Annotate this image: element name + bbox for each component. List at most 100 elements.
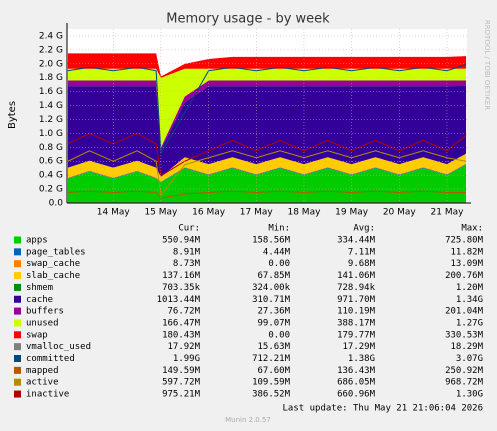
x-tick-label: 21 May bbox=[431, 208, 465, 218]
stats-header: Min: bbox=[268, 224, 290, 234]
legend-stat: 686.05M bbox=[337, 378, 376, 388]
legend-stat: 149.59M bbox=[162, 366, 201, 376]
area bbox=[67, 153, 467, 182]
legend-stat: 109.59M bbox=[252, 378, 291, 388]
last-update: Last update: Thu May 21 21:06:04 2026 bbox=[283, 404, 483, 414]
legend-stat: 99.07M bbox=[257, 318, 290, 328]
stats-header: Cur: bbox=[178, 224, 200, 234]
legend-stat: 250.92M bbox=[445, 366, 484, 376]
chart-title: Memory usage - by week bbox=[166, 12, 330, 27]
legend-swatch bbox=[14, 331, 21, 339]
legend-label: buffers bbox=[26, 307, 64, 317]
line bbox=[67, 64, 467, 155]
legend-stat: 137.16M bbox=[162, 271, 201, 281]
legend-stat: 179.77M bbox=[337, 330, 376, 340]
legend-stat: 158.56M bbox=[252, 236, 291, 246]
x-tick-label: 16 May bbox=[192, 208, 226, 218]
area bbox=[67, 53, 467, 78]
x-tick-label: 19 May bbox=[335, 208, 369, 218]
x-tick-label: 17 May bbox=[240, 208, 274, 218]
legend-stat: 67.85M bbox=[257, 271, 290, 281]
stats-header: Avg: bbox=[353, 224, 375, 234]
legend-label: mapped bbox=[26, 366, 59, 376]
legend-stat: 597.72M bbox=[162, 378, 201, 388]
legend-stat: 0.00 bbox=[268, 259, 290, 269]
legend-stat: 8.73M bbox=[173, 259, 201, 269]
legend-label: swap bbox=[26, 330, 48, 340]
legend-stat: 703.35k bbox=[162, 283, 201, 293]
legend-swatch bbox=[14, 378, 21, 386]
y-tick-label: 1.0 G bbox=[39, 129, 63, 139]
legend-stat: 330.53M bbox=[445, 330, 484, 340]
legend-stat: 386.52M bbox=[252, 390, 291, 400]
line bbox=[67, 150, 467, 197]
footer: Munin 2.0.57 bbox=[225, 416, 271, 424]
legend-stat: 975.21M bbox=[162, 390, 201, 400]
legend-stat: 0.00 bbox=[268, 330, 290, 340]
legend-stat: 725.80M bbox=[445, 236, 484, 246]
legend-label: apps bbox=[26, 236, 48, 246]
legend-swatch bbox=[14, 260, 21, 268]
legend-label: swap_cache bbox=[26, 259, 80, 269]
legend-swatch bbox=[14, 295, 21, 303]
legend-stat: 76.72M bbox=[167, 307, 200, 317]
legend-stat: 1013.44M bbox=[157, 295, 201, 305]
legend-stat: 200.76M bbox=[445, 271, 484, 281]
x-tick-label: 14 May bbox=[97, 208, 131, 218]
legend-stat: 110.19M bbox=[337, 307, 376, 317]
legend-stat: 166.47M bbox=[162, 318, 201, 328]
legend-stat: 7.11M bbox=[348, 247, 376, 257]
y-tick-label: 1.4 G bbox=[39, 101, 63, 111]
legend-stat: 8.91M bbox=[173, 247, 201, 257]
y-axis-label: Bytes bbox=[7, 101, 18, 129]
legend-swatch bbox=[14, 366, 21, 374]
y-tick-label: 2.2 G bbox=[39, 45, 63, 55]
y-tick-label: 1.2 G bbox=[39, 115, 63, 125]
legend-label: inactive bbox=[26, 390, 69, 400]
legend-label: unused bbox=[26, 318, 59, 328]
legend-label: active bbox=[26, 378, 59, 388]
stats-header: Max: bbox=[461, 224, 483, 234]
y-tick-label: 0.0 bbox=[49, 199, 64, 209]
y-tick-label: 0.8 G bbox=[39, 143, 63, 153]
legend-swatch bbox=[14, 390, 21, 398]
legend-stat: 136.43M bbox=[337, 366, 376, 376]
legend-label: committed bbox=[26, 354, 75, 364]
legend-stat: 141.06M bbox=[337, 271, 376, 281]
legend-stat: 728.94k bbox=[337, 283, 376, 293]
legend-label: vmalloc_used bbox=[26, 342, 91, 352]
y-tick-label: 1.8 G bbox=[39, 73, 63, 83]
legend-label: slab_cache bbox=[26, 271, 80, 281]
legend-stat: 9.68M bbox=[348, 259, 376, 269]
legend-stat: 17.29M bbox=[342, 342, 375, 352]
legend-stat: 324.00k bbox=[252, 283, 291, 293]
legend-stat: 1.99G bbox=[173, 354, 200, 364]
legend-label: shmem bbox=[26, 283, 53, 293]
legend-stat: 971.70M bbox=[337, 295, 376, 305]
area bbox=[67, 164, 467, 203]
legend-swatch bbox=[14, 283, 21, 291]
legend-stat: 3.07G bbox=[456, 354, 483, 364]
legend-stat: 11.82M bbox=[450, 247, 483, 257]
legend-stat: 27.36M bbox=[257, 307, 290, 317]
legend-stat: 17.92M bbox=[167, 342, 200, 352]
y-tick-label: 2.4 G bbox=[39, 31, 63, 41]
legend-swatch bbox=[14, 307, 21, 315]
legend-stat: 660.96M bbox=[337, 390, 376, 400]
area bbox=[67, 86, 467, 177]
legend-swatch bbox=[14, 248, 21, 256]
x-tick-label: 18 May bbox=[287, 208, 321, 218]
legend-stat: 13.09M bbox=[450, 259, 483, 269]
legend-stat: 712.21M bbox=[252, 354, 291, 364]
legend-stat: 1.38G bbox=[348, 354, 375, 364]
line bbox=[67, 190, 467, 199]
legend-stat: 1.34G bbox=[456, 295, 483, 305]
legend-stat: 310.71M bbox=[252, 295, 291, 305]
legend-stat: 550.94M bbox=[162, 236, 201, 246]
legend-stat: 1.20M bbox=[456, 283, 484, 293]
legend-swatch bbox=[14, 343, 21, 351]
legend-stat: 334.44M bbox=[337, 236, 376, 246]
legend-swatch bbox=[14, 319, 21, 327]
y-tick-label: 1.6 G bbox=[39, 87, 63, 97]
